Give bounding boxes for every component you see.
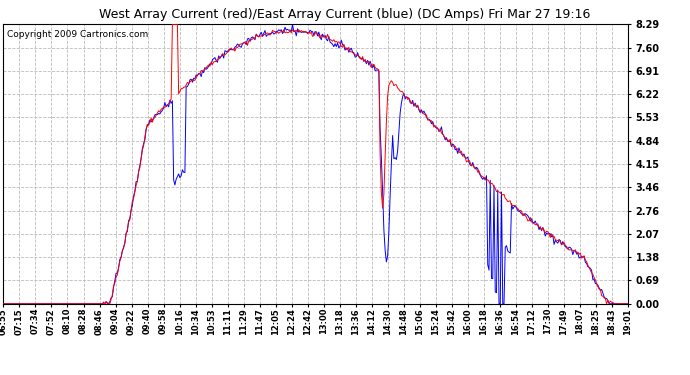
Text: West Array Current (red)/East Array Current (blue) (DC Amps) Fri Mar 27 19:16: West Array Current (red)/East Array Curr… bbox=[99, 8, 591, 21]
Text: Copyright 2009 Cartronics.com: Copyright 2009 Cartronics.com bbox=[7, 30, 148, 39]
